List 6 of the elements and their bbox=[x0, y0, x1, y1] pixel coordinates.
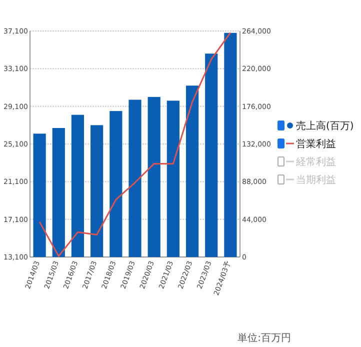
legend-label: 売上高(百万) bbox=[296, 120, 354, 132]
text: 単位:百万円 bbox=[238, 332, 291, 344]
legend-label: 当期利益 bbox=[296, 174, 336, 186]
legend-label: 経常利益 bbox=[295, 156, 336, 168]
legend-label: 営業利益 bbox=[296, 138, 336, 150]
line-series bbox=[38, 32, 232, 257]
